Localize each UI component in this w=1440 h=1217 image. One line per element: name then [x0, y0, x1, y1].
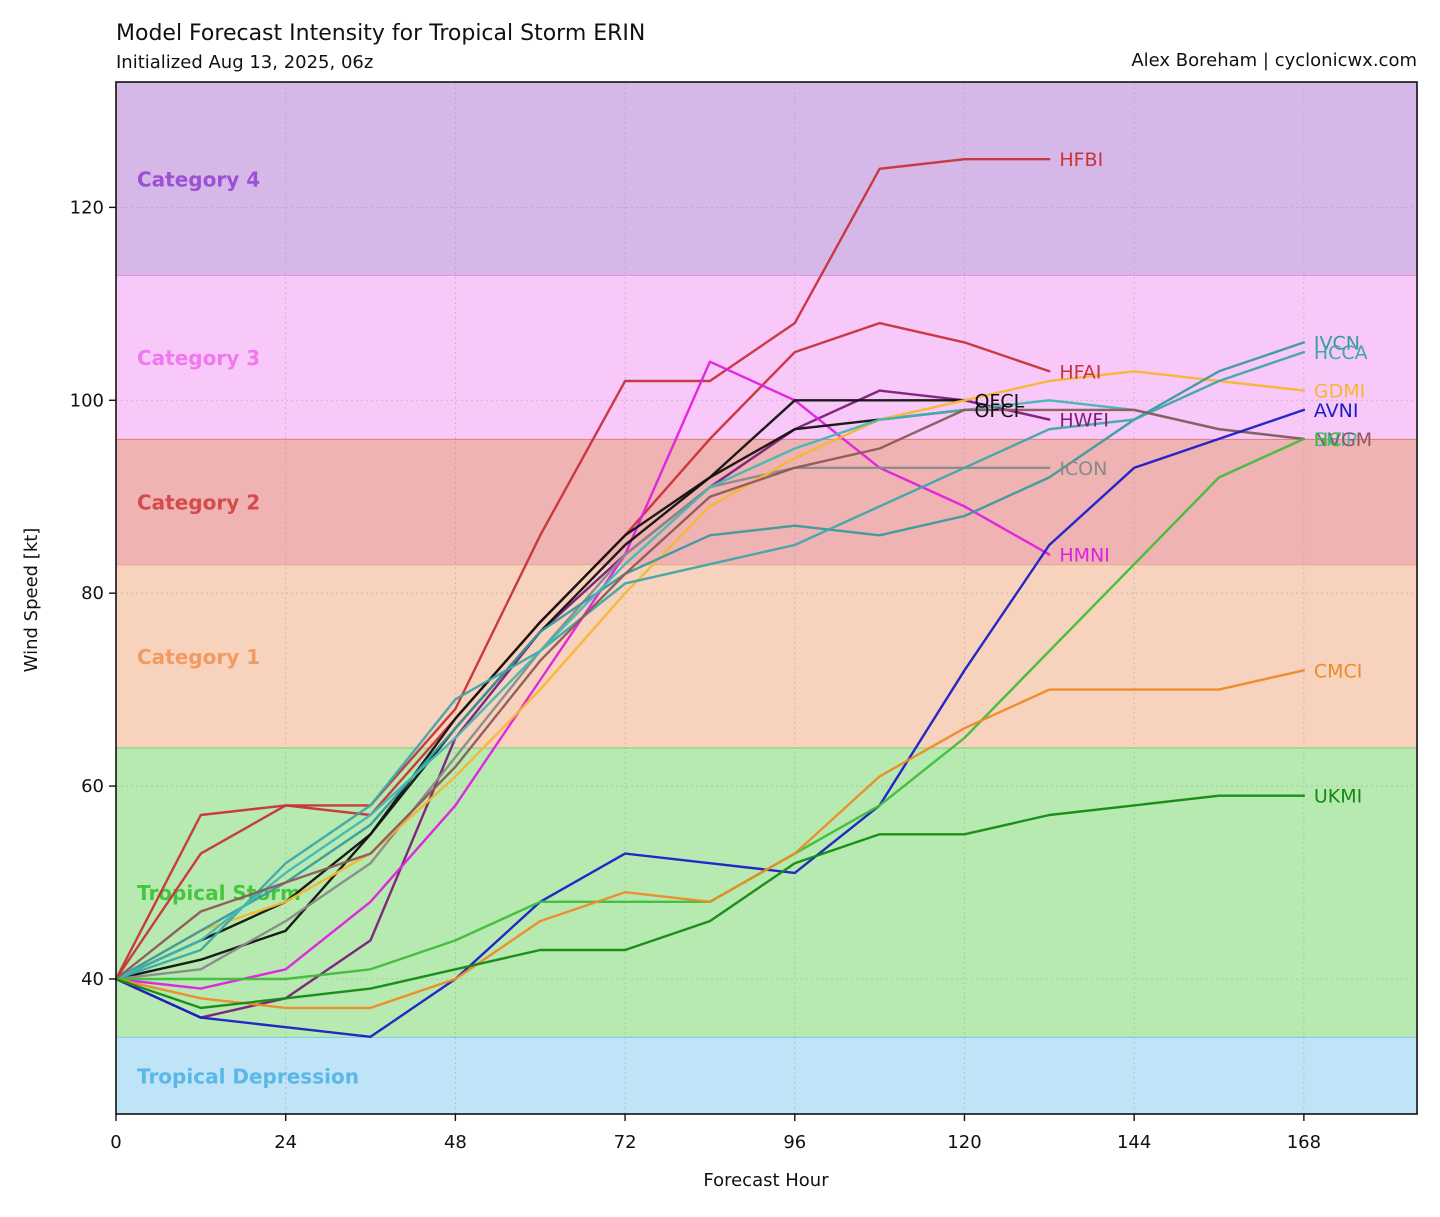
end-label-icon: ICON — [1059, 458, 1107, 480]
x-tick-label-0: 0 — [110, 1132, 121, 1153]
end-label-hfbi: HFBI — [1059, 149, 1103, 171]
axes: 0 24 48 72 96 120 144 168 40 60 80 100 120 — [70, 81, 1418, 1153]
series-hwfi — [114, 389, 1051, 1019]
x-tick-label-120: 120 — [947, 1132, 981, 1153]
band-tropical-depression — [116, 1036, 1417, 1114]
series-hcca — [114, 350, 1306, 981]
end-label-nvgm: NVGM — [1314, 429, 1372, 451]
x-tick-label-24: 24 — [274, 1132, 297, 1153]
y-tick-label-100: 100 — [70, 390, 104, 411]
band-label-category-2: Category 2 — [137, 491, 260, 515]
series-ofcl — [114, 399, 966, 981]
end-label-ukmi: UKMI — [1314, 786, 1362, 808]
y-tick-label-120: 120 — [70, 197, 104, 218]
band-label-tropical-depression: Tropical Depression — [137, 1064, 359, 1088]
band-label-category-3: Category 3 — [137, 346, 260, 370]
y-tick-label-80: 80 — [81, 583, 104, 604]
series-ivcn — [114, 341, 1306, 981]
chart-credit: Alex Boreham | cyclonicwx.com — [1131, 50, 1417, 71]
x-tick-label-96: 96 — [783, 1132, 806, 1153]
y-tick-label-40: 40 — [81, 969, 104, 990]
series-nvgm — [114, 408, 1306, 981]
series-avni — [114, 408, 1306, 1039]
end-label-ship: SHIP — [1314, 429, 1357, 451]
series-ukmi — [114, 794, 1306, 1010]
y-tick-label-60: 60 — [81, 776, 104, 797]
end-label-ofci: OFCI — [974, 400, 1019, 422]
end-label-hmni: HMNI — [1059, 545, 1110, 567]
chart-subtitle: Initialized Aug 13, 2025, 06z — [116, 52, 373, 73]
x-tick-label-48: 48 — [444, 1132, 467, 1153]
band-category-4 — [116, 82, 1417, 275]
end-label-cmci: CMCI — [1314, 660, 1363, 682]
chart-title: Model Forecast Intensity for Tropical St… — [116, 21, 645, 46]
band-tropical-storm — [116, 747, 1417, 1037]
x-tick-label-168: 168 — [1287, 1132, 1321, 1153]
end-label-hcca: HCCA — [1314, 342, 1368, 364]
end-label-hc: HC — [1314, 429, 1342, 451]
end-label-gdmi: GDMI — [1314, 381, 1365, 403]
end-label-avni: AVNI — [1314, 400, 1359, 422]
plot-frame — [115, 81, 1418, 1115]
end-label-ofcl: OFCL — [974, 390, 1024, 412]
end-label-ivcn: IVCN — [1314, 332, 1360, 354]
band-label-category-1: Category 1 — [137, 645, 260, 669]
band-category-1 — [116, 564, 1417, 748]
band-category-2 — [116, 438, 1417, 565]
model-series — [114, 157, 1306, 1039]
series-ship — [114, 399, 1306, 981]
band-category-3 — [116, 274, 1417, 439]
band-label-category-4: Category 4 — [137, 167, 260, 191]
series-gdmi — [114, 370, 1306, 981]
series-cmci — [114, 669, 1306, 1010]
y-axis-label: Wind Speed [kt] — [21, 528, 42, 673]
end-label-hwfi: HWFI — [1059, 410, 1109, 432]
x-tick-label-144: 144 — [1117, 1132, 1151, 1153]
series-hfbi — [114, 157, 1051, 981]
end-label-hfai: HFAI — [1059, 361, 1101, 383]
x-tick-label-72: 72 — [614, 1132, 637, 1153]
x-axis-label: Forecast Hour — [703, 1170, 829, 1191]
